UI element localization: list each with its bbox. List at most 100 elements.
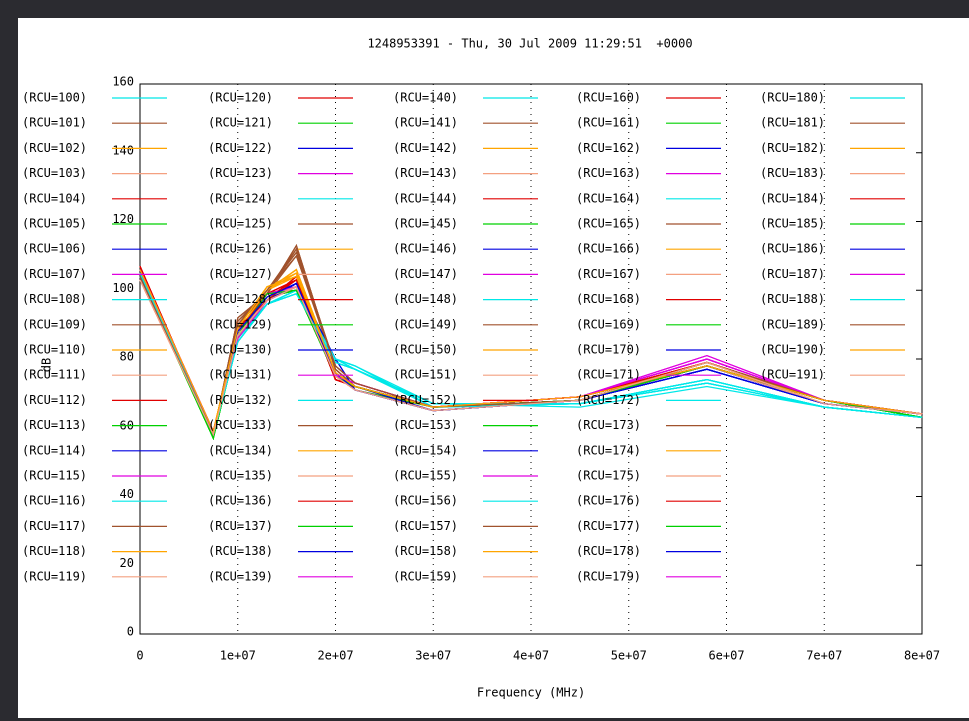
series-line [139,279,923,437]
legend-label: (RCU=153) [393,418,458,432]
y-tick-label: 160 [112,75,134,89]
legend-label: (RCU=165) [576,217,641,231]
legend-label: (RCU=135) [208,469,273,483]
legend-label: (RCU=190) [760,343,825,357]
legend-label: (RCU=147) [393,267,458,281]
legend-label: (RCU=136) [208,494,273,508]
x-tick-label: 7e+07 [806,649,842,663]
legend-label: (RCU=177) [576,519,641,533]
chart-title: 1248953391 - Thu, 30 Jul 2009 11:29:51 +… [367,37,692,51]
legend-label: (RCU=171) [576,368,641,382]
x-tick-label: 2e+07 [317,649,353,663]
legend-label: (RCU=143) [393,166,458,180]
legend-label: (RCU=109) [22,317,87,331]
y-tick-label: 0 [127,625,134,639]
legend-label: (RCU=164) [576,191,641,205]
legend-label: (RCU=137) [208,519,273,533]
legend-label: (RCU=178) [576,544,641,558]
legend-label: (RCU=158) [393,544,458,558]
legend-label: (RCU=102) [22,141,87,155]
legend-label: (RCU=187) [760,267,825,281]
legend-label: (RCU=104) [22,191,87,205]
legend-label: (RCU=130) [208,343,273,357]
y-tick-label: 20 [120,556,134,570]
legend-label: (RCU=121) [208,116,273,130]
legend-label: (RCU=170) [576,343,641,357]
legend-label: (RCU=162) [576,141,641,155]
legend-label: (RCU=189) [760,317,825,331]
legend-label: (RCU=160) [576,91,641,105]
legend-label: (RCU=105) [22,217,87,231]
legend-label: (RCU=150) [393,343,458,357]
legend-label: (RCU=111) [22,368,87,382]
legend-label: (RCU=123) [208,166,273,180]
legend-label: (RCU=119) [22,569,87,583]
legend-label: (RCU=186) [760,242,825,256]
y-axis-label: dB [40,358,54,372]
y-tick-label: 40 [120,487,134,501]
legend-label: (RCU=183) [760,166,825,180]
legend-label: (RCU=138) [208,544,273,558]
legend-label: (RCU=166) [576,242,641,256]
legend-label: (RCU=159) [393,569,458,583]
y-tick-label: 100 [112,281,134,295]
legend-label: (RCU=141) [393,116,458,130]
legend-label: (RCU=175) [576,469,641,483]
legend-label: (RCU=152) [393,393,458,407]
legend-label: (RCU=100) [22,91,87,105]
legend-label: (RCU=139) [208,569,273,583]
legend-label: (RCU=120) [208,91,273,105]
legend-label: (RCU=110) [22,343,87,357]
y-tick-label: 140 [112,143,134,157]
legend-label: (RCU=179) [576,569,641,583]
series-line [139,272,923,437]
legend-label: (RCU=134) [208,443,273,457]
legend-label: (RCU=107) [22,267,87,281]
legend-label: (RCU=112) [22,393,87,407]
legend-label: (RCU=156) [393,494,458,508]
legend-label: (RCU=128) [208,292,273,306]
legend-label: (RCU=114) [22,443,87,457]
x-tick-label: 6e+07 [708,649,744,663]
x-tick-label: 3e+07 [415,649,451,663]
x-tick-label: 0 [136,649,143,663]
legend-label: (RCU=181) [760,116,825,130]
legend-label: (RCU=169) [576,317,641,331]
legend-label: (RCU=148) [393,292,458,306]
legend-label: (RCU=140) [393,91,458,105]
plot-panel [18,18,969,718]
legend-label: (RCU=127) [208,267,273,281]
legend-label: (RCU=142) [393,141,458,155]
legend-label: (RCU=115) [22,469,87,483]
legend-label: (RCU=124) [208,191,273,205]
y-tick-label: 80 [120,350,134,364]
legend-label: (RCU=116) [22,494,87,508]
legend-label: (RCU=106) [22,242,87,256]
legend-label: (RCU=157) [393,519,458,533]
series-line [139,269,923,434]
legend-label: (RCU=118) [22,544,87,558]
legend-label: (RCU=129) [208,317,273,331]
legend-label: (RCU=108) [22,292,87,306]
legend-label: (RCU=113) [22,418,87,432]
series-line [139,276,923,437]
legend-label: (RCU=188) [760,292,825,306]
legend-label: (RCU=180) [760,91,825,105]
legend-label: (RCU=176) [576,494,641,508]
legend-label: (RCU=117) [22,519,87,533]
legend-label: (RCU=122) [208,141,273,155]
legend-label: (RCU=131) [208,368,273,382]
legend-label: (RCU=125) [208,217,273,231]
legend-label: (RCU=161) [576,116,641,130]
legend-label: (RCU=173) [576,418,641,432]
x-axis-label: Frequency (MHz) [477,686,585,700]
legend-label: (RCU=126) [208,242,273,256]
x-tick-label: 5e+07 [611,649,647,663]
legend-label: (RCU=168) [576,292,641,306]
legend-label: (RCU=149) [393,317,458,331]
legend-label: (RCU=144) [393,191,458,205]
legend-label: (RCU=146) [393,242,458,256]
legend-label: (RCU=103) [22,166,87,180]
legend-label: (RCU=167) [576,267,641,281]
legend-label: (RCU=191) [760,368,825,382]
